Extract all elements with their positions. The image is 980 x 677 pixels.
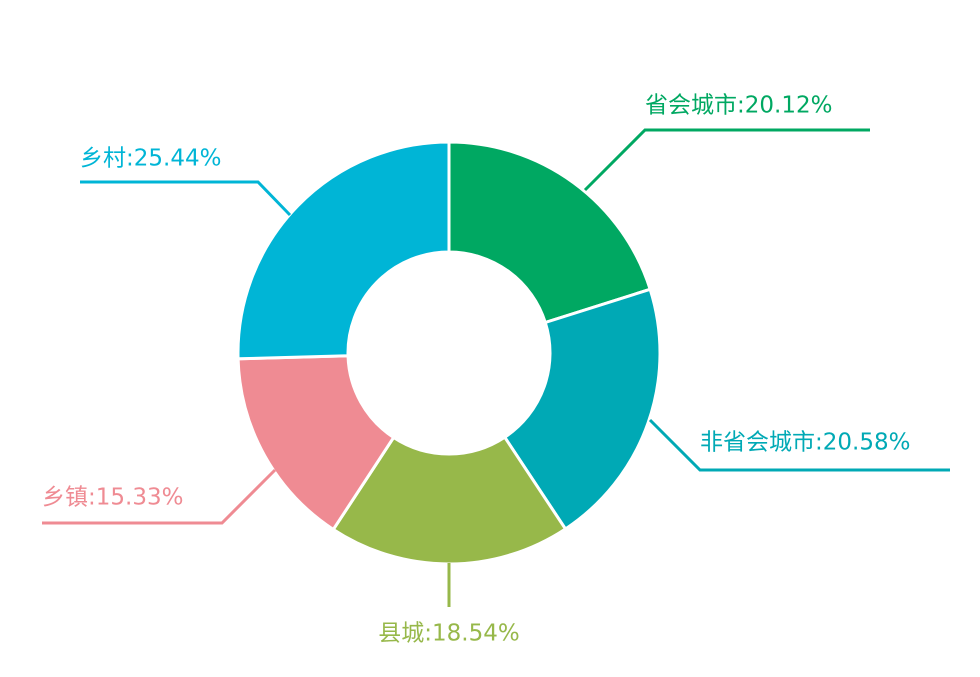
leader-line — [583, 128, 870, 192]
donut-segment — [447, 140, 653, 325]
segment-label: 省会城市:20.12% — [645, 93, 832, 119]
donut-segment — [236, 140, 451, 361]
segment-label: 非省会城市:20.58% — [700, 430, 910, 456]
donut-segment — [331, 435, 568, 566]
segment-label: 乡村:25.44% — [80, 146, 221, 172]
donut-segment — [236, 354, 396, 532]
leader-line — [80, 180, 292, 217]
segment-label: 县城:18.54% — [378, 621, 519, 647]
segment-label: 乡镇:15.33% — [42, 485, 183, 511]
leader-line — [648, 418, 950, 472]
donut-segment — [502, 287, 662, 532]
leader-line — [42, 468, 277, 525]
